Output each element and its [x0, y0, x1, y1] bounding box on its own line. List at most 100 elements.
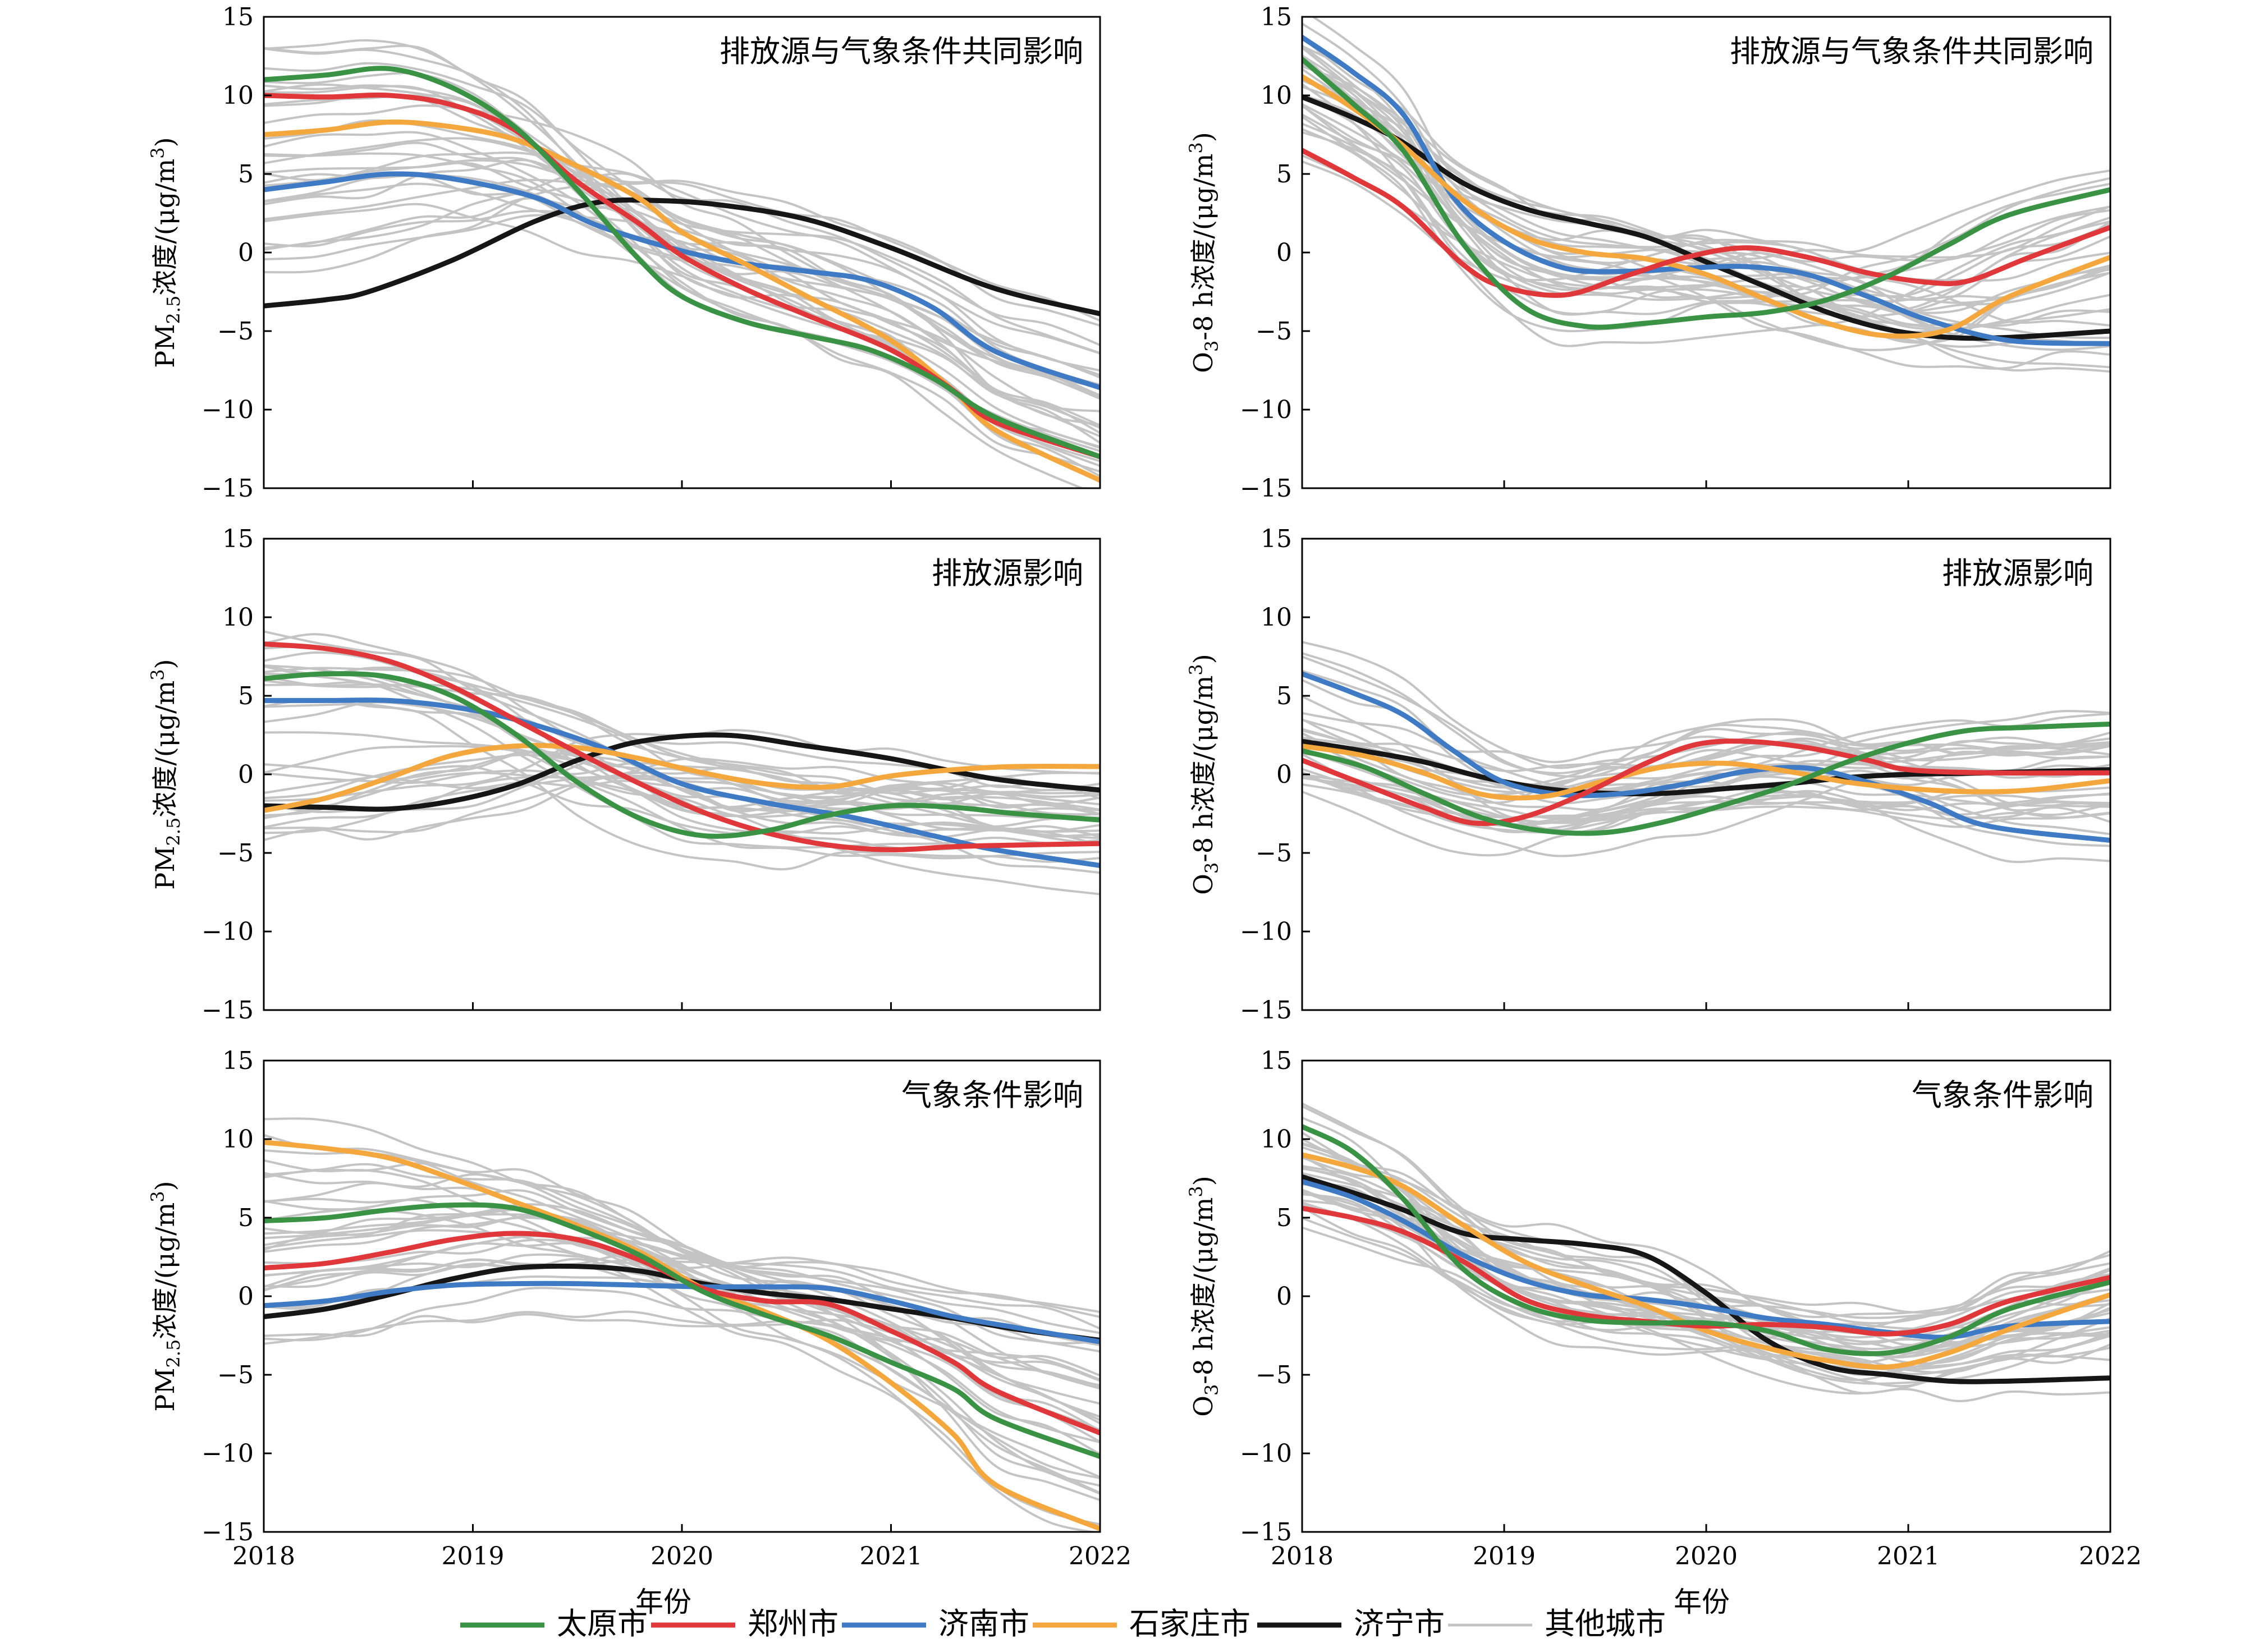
y-tick-label: −5 [1256, 1361, 1292, 1389]
other-city-line [264, 47, 1100, 429]
x-tick-label: 2021 [1877, 1542, 1940, 1571]
y-tick-label: −5 [1256, 317, 1292, 346]
y-tick-label: −5 [217, 839, 254, 868]
y-tick-label: −15 [201, 474, 254, 503]
x-tick-label: 2022 [2079, 1542, 2142, 1571]
series-line-太原市 [1302, 57, 2110, 330]
legend-item: 济宁市 [1257, 1606, 1445, 1641]
other-city-line [264, 1235, 1100, 1334]
other-city-line [264, 763, 1100, 838]
y-tick-label: 10 [222, 603, 254, 632]
y-tick-label: 10 [222, 81, 254, 110]
y-axis-label: PM2.5浓度/(μg/m3) [147, 1181, 184, 1411]
y-tick-label: 5 [1276, 1204, 1292, 1232]
legend-label: 济南市 [938, 1606, 1029, 1641]
other-city-line [264, 181, 1100, 322]
other-city-line [1302, 1102, 2110, 1325]
series-line-济南市 [264, 697, 1100, 868]
other-city-line [1302, 776, 2110, 824]
y-tick-label: −15 [1240, 996, 1292, 1025]
other-city-line [264, 664, 1100, 860]
y-axis-label: PM2.5浓度/(μg/m3) [147, 137, 184, 368]
y-tick-label: −15 [1240, 474, 1292, 503]
y-tick-label: −5 [217, 317, 254, 346]
other-city-line [1302, 65, 2110, 313]
x-axis-title-left: 年份 [635, 1586, 691, 1618]
panel-title: 气象条件影响 [901, 1077, 1083, 1113]
series-line-石家庄市 [1302, 744, 2110, 801]
other-city-line [1302, 85, 2110, 344]
other-cities-lines [264, 630, 1100, 896]
panel-title: 排放源影响 [1942, 556, 2093, 591]
other-cities-lines [1302, 641, 2110, 864]
other-city-line [264, 159, 1100, 379]
series-line-济宁市 [1302, 738, 2110, 797]
y-tick-label: 15 [222, 525, 254, 553]
y-tick-label: 5 [1276, 160, 1292, 189]
y-tick-label: −10 [1240, 396, 1292, 424]
other-city-line [1302, 154, 2110, 348]
y-tick-label: 10 [1261, 81, 1292, 110]
y-tick-label: 15 [1261, 1047, 1292, 1075]
other-city-line [264, 178, 1100, 397]
legend-item: 石家庄市 [1033, 1606, 1250, 1641]
y-axis-label: O3-8 h浓度/(μg/m3) [1185, 132, 1222, 373]
series-line-太原市 [264, 1202, 1100, 1460]
panel-title: 排放源与气象条件共同影响 [1730, 34, 2093, 69]
y-tick-label: 5 [1276, 682, 1292, 710]
y-tick-label: 5 [238, 160, 254, 189]
other-city-line [264, 1173, 1100, 1425]
y-tick-label: 0 [238, 760, 254, 789]
series-line-济宁市 [264, 732, 1100, 812]
series-line-太原市 [264, 66, 1100, 460]
x-tick-label: 2022 [1069, 1542, 1131, 1571]
other-city-line [264, 765, 1100, 841]
panel-3: 15 10 5 0 −5 −10 −15 排放源影响 PM2.5浓度/(μg/m3) [147, 525, 1101, 1025]
y-axis-label: O3-8 h浓度/(μg/m3) [1185, 1176, 1222, 1416]
x-tick-label: 2019 [1473, 1542, 1536, 1571]
other-city-line [1302, 116, 2110, 333]
y-tick-label: −15 [201, 996, 254, 1025]
legend-label: 济宁市 [1354, 1606, 1445, 1641]
other-city-line [264, 1197, 1100, 1480]
other-city-line [1302, 712, 2110, 764]
y-tick-label: −10 [201, 1439, 254, 1468]
y-tick-label: 15 [222, 3, 254, 31]
y-tick-label: 10 [1261, 1125, 1292, 1154]
series-line-济宁市 [264, 197, 1100, 316]
other-city-line [264, 1258, 1100, 1330]
other-city-line [1302, 718, 2110, 773]
chart-panels: 15 10 5 0 −5 −10 −15 排放源与气象条件共同影响 PM2.5浓度/(μg/m3… [147, 3, 2142, 1571]
y-tick-label: −5 [217, 1361, 254, 1389]
y-tick-label: 15 [1261, 525, 1292, 553]
y-tick-label: 0 [1276, 760, 1292, 789]
legend-label: 其他城市 [1545, 1606, 1666, 1641]
y-axis-label: O3-8 h浓度/(μg/m3) [1185, 654, 1222, 894]
series-line-太原市 [1302, 721, 2110, 836]
y-tick-label: −15 [201, 1518, 254, 1547]
series-line-太原市 [264, 671, 1100, 839]
other-cities-lines [1302, 1102, 2110, 1402]
legend-item: 其他城市 [1448, 1606, 1666, 1641]
other-city-line [1302, 1117, 2110, 1346]
other-city-line [1302, 1204, 2110, 1364]
panel-title: 气象条件影响 [1912, 1077, 2093, 1113]
panel-title: 排放源与气象条件共同影响 [720, 34, 1083, 69]
series-line-石家庄市 [264, 742, 1100, 813]
other-city-line [264, 141, 1100, 355]
y-tick-label: 0 [1276, 1282, 1292, 1311]
panel-2: 15 10 5 0 −5 −10 −15 排放源与气象条件共同影响 O3-8 h浓度/(μg/m… [1185, 3, 2111, 503]
x-tick-label: 2018 [232, 1542, 295, 1571]
other-city-line [264, 1313, 1100, 1382]
other-city-line [1302, 55, 2110, 316]
legend-label: 郑州市 [748, 1606, 839, 1641]
other-city-line [1302, 1155, 2110, 1314]
series-line-太原市 [1302, 1124, 2110, 1356]
series-line-济南市 [1302, 671, 2110, 843]
x-tick-label: 2020 [650, 1542, 713, 1571]
series-line-郑州市 [1302, 738, 2110, 827]
x-tick-label: 2021 [860, 1542, 923, 1571]
series-line-石家庄市 [1302, 74, 2110, 339]
